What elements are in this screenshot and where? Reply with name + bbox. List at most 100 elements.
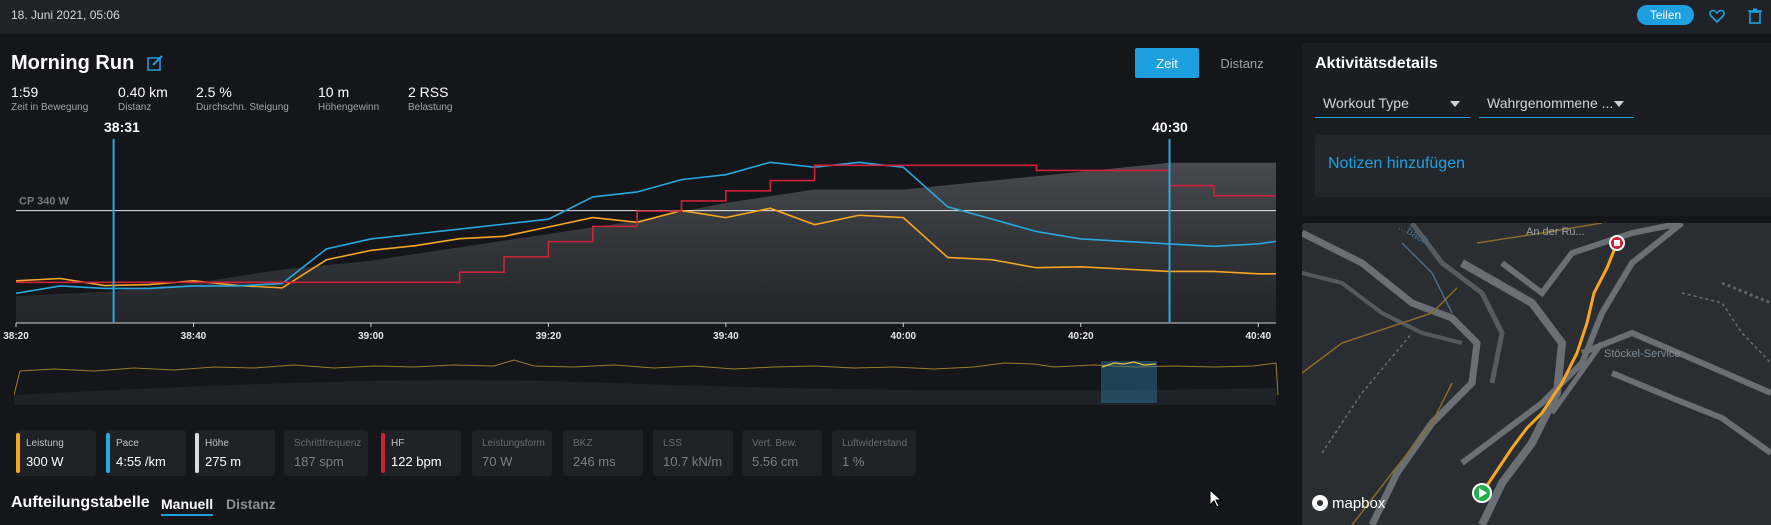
x-tick-label: 40:00 xyxy=(891,331,917,342)
metric-label: Schrittfrequenz xyxy=(294,438,362,449)
splits-title: Aufteilungstabelle xyxy=(11,494,150,511)
metric-card-heart-rate[interactable]: HF 122 bpm xyxy=(381,430,461,476)
mapbox-icon xyxy=(1312,495,1328,511)
tab-distance[interactable]: Distanz xyxy=(226,496,276,512)
metric-card-elevation[interactable]: Höhe 275 m xyxy=(195,430,275,476)
metric-label: Luftwiderstand xyxy=(842,438,908,449)
perceived-effort-dropdown[interactable]: Wahrgenommene ... xyxy=(1479,89,1634,118)
stat-stress: 2 RSS Belastung xyxy=(408,84,452,113)
overview-selection[interactable] xyxy=(1101,361,1157,403)
map-street-label: An der Ru... xyxy=(1526,226,1585,238)
elevation-area xyxy=(16,162,1276,323)
stat-value: 10 m xyxy=(318,84,350,100)
map-canvas xyxy=(1302,223,1771,525)
overview-selection-line xyxy=(1101,361,1157,368)
heart-rate-line xyxy=(16,164,1276,284)
x-tick-label: 40:40 xyxy=(1245,331,1271,342)
selection-start-label: 38:31 xyxy=(104,119,140,135)
x-tick-label: 40:20 xyxy=(1068,331,1094,342)
metric-color-bar xyxy=(106,433,110,473)
metric-label: Höhe xyxy=(205,438,229,449)
metric-card-lss[interactable]: LSS 10.7 kN/m xyxy=(653,430,733,476)
pace-line xyxy=(15,161,1277,295)
trash-icon[interactable] xyxy=(1746,7,1764,25)
stat-label: Durchschn. Steigung xyxy=(196,102,289,113)
x-tick-label: 38:20 xyxy=(3,331,29,342)
mapbox-logo: mapbox xyxy=(1312,495,1385,512)
metric-color-bar xyxy=(16,433,20,473)
metric-value: 10.7 kN/m xyxy=(663,454,723,469)
chevron-down-icon xyxy=(1614,101,1624,107)
selection-end-label: 40:30 xyxy=(1152,119,1188,135)
toggle-time-button[interactable]: Zeit xyxy=(1135,48,1199,78)
toggle-distance-button[interactable]: Distanz xyxy=(1208,48,1276,78)
overview-power-line xyxy=(14,359,1279,396)
metric-label: Pace xyxy=(116,438,139,449)
metric-value: 5.56 cm xyxy=(752,454,799,469)
dropdown-value: Wahrgenommene ... xyxy=(1487,95,1614,111)
mapbox-attribution: mapbox xyxy=(1332,495,1386,512)
cp-reference-label: CP 340 W xyxy=(19,196,70,208)
top-bar: 18. Juni 2021, 05:06 Teilen xyxy=(0,0,1771,34)
stat-label: Distanz xyxy=(118,102,152,113)
mouse-cursor-icon xyxy=(1209,489,1223,508)
activity-date: 18. Juni 2021, 05:06 xyxy=(11,8,120,22)
stat-distance: 0.40 km Distanz xyxy=(118,84,168,113)
x-tick-label: 39:00 xyxy=(358,331,384,342)
stat-value: 2.5 % xyxy=(196,84,232,100)
x-tick-label: 38:40 xyxy=(181,331,207,342)
metric-card-pace[interactable]: Pace 4:55 /km xyxy=(106,430,186,476)
route-path xyxy=(1480,242,1619,494)
metric-value: 70 W xyxy=(482,454,513,469)
share-button[interactable]: Teilen xyxy=(1637,5,1694,25)
metric-label: HF xyxy=(391,438,405,449)
metric-card-vertical-oscillation[interactable]: Vert. Bew. 5.56 cm xyxy=(742,430,822,476)
overview-strip[interactable] xyxy=(14,355,1279,405)
metric-value: 187 spm xyxy=(294,454,344,469)
metric-label: BKZ xyxy=(573,438,593,449)
stat-value: 2 RSS xyxy=(408,84,449,100)
metric-label: LSS xyxy=(663,438,682,449)
metric-card-air-resistance[interactable]: Luftwiderstand 1 % xyxy=(832,430,916,476)
metric-value: 122 bpm xyxy=(391,454,442,469)
metric-card-cadence[interactable]: Schrittfrequenz 187 spm xyxy=(284,430,368,476)
activity-details-panel: Aktivitätsdetails Workout Type Wahrgenom… xyxy=(1302,43,1771,216)
chevron-down-icon xyxy=(1450,101,1460,107)
metric-card-power-form[interactable]: Leistungsform 70 W xyxy=(472,430,552,476)
stat-value: 0.40 km xyxy=(118,84,168,100)
route-map[interactable]: An der Ru... Stöckel-Service ...bach map… xyxy=(1302,223,1771,525)
metric-value: 275 m xyxy=(205,454,242,469)
metric-card-gct[interactable]: BKZ 246 ms xyxy=(563,430,643,476)
workout-chart[interactable]: CP 340 W 38:20 38:40 39:00 39:20 39:40 40:00 4… xyxy=(0,125,1290,345)
stat-label: Belastung xyxy=(408,102,453,113)
stat-label: Zeit in Bewegung xyxy=(11,102,89,113)
metric-value: 4:55 /km xyxy=(116,454,166,469)
metric-label: Leistungsform xyxy=(482,438,545,449)
power-line xyxy=(15,207,1276,289)
stat-value: 1:59 xyxy=(11,84,39,100)
map-poi-label: Stöckel-Service xyxy=(1604,348,1681,360)
stat-moving-time: 1:59 Zeit in Bewegung xyxy=(11,84,88,113)
details-title: Aktivitätsdetails xyxy=(1315,55,1438,72)
metric-value: 1 % xyxy=(842,454,865,469)
metric-color-bar xyxy=(195,433,199,473)
metric-value: 300 W xyxy=(26,454,64,469)
tab-manual[interactable]: Manuell xyxy=(161,496,214,516)
stat-elevation-gain: 10 m Höhengewinn xyxy=(318,84,379,113)
metric-value: 246 ms xyxy=(573,454,616,469)
workout-type-dropdown[interactable]: Workout Type xyxy=(1315,89,1470,118)
x-tick-label: 39:20 xyxy=(536,331,562,342)
stat-avg-grade: 2.5 % Durchschn. Steigung xyxy=(196,84,289,113)
metric-card-power[interactable]: Leistung 300 W xyxy=(16,430,96,476)
stat-label: Höhengewinn xyxy=(318,102,380,113)
edit-icon[interactable] xyxy=(146,54,164,72)
activity-title: Morning Run xyxy=(11,52,135,74)
metric-label: Vert. Bew. xyxy=(752,438,798,449)
add-notes-link[interactable]: Notizen hinzufügen xyxy=(1328,155,1465,172)
metric-label: Leistung xyxy=(26,438,64,449)
notes-box[interactable]: Notizen hinzufügen xyxy=(1315,135,1771,197)
metric-color-bar xyxy=(381,433,385,473)
overview-elevation xyxy=(14,380,1276,405)
heart-icon[interactable] xyxy=(1708,7,1726,25)
dropdown-value: Workout Type xyxy=(1323,95,1409,111)
